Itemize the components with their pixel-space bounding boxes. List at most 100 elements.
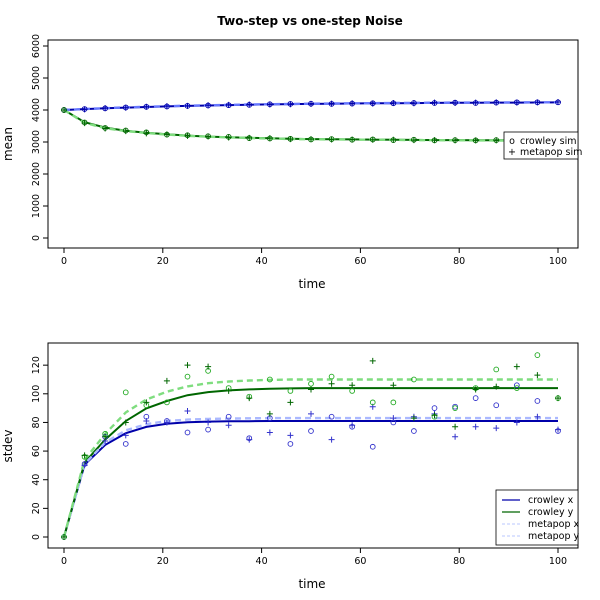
data-point-plus (246, 436, 253, 443)
data-point-plus (225, 422, 232, 429)
y-tick-label: 2000 (31, 162, 42, 186)
x-tick-label: 20 (157, 256, 169, 267)
data-point-circle (431, 405, 438, 411)
data-point-plus (143, 130, 150, 137)
stdev-y-axis-label: stdev (1, 429, 15, 462)
data-point-plus (431, 137, 438, 144)
data-point-plus (287, 136, 294, 143)
data-point-circle (184, 373, 191, 380)
data-point-circle (493, 402, 500, 409)
data-point-circle (513, 385, 520, 391)
y-tick-label: 60 (31, 445, 42, 457)
data-point-plus (205, 102, 212, 109)
x-tick-label: 100 (549, 556, 567, 567)
data-point-circle (411, 428, 417, 434)
data-point-plus (308, 410, 314, 417)
data-point-circle (513, 382, 520, 389)
data-point-plus (410, 100, 417, 107)
data-point-plus (555, 426, 561, 433)
y-tick-label: 3000 (31, 130, 42, 154)
data-point-circle (122, 389, 129, 396)
data-point-plus (184, 407, 191, 414)
data-point-plus (81, 452, 88, 459)
data-point-plus (431, 412, 438, 419)
data-point-plus (452, 433, 459, 440)
data-point-plus (122, 104, 129, 111)
data-point-plus (184, 102, 191, 109)
data-point-circle (411, 376, 417, 383)
data-point-plus (205, 133, 212, 140)
stdev-sim-points (61, 352, 561, 540)
data-point-plus (328, 136, 335, 143)
data-point-plus (81, 106, 88, 113)
legend-label-crowley-x: crowley x (528, 495, 574, 506)
x-tick-label: 80 (453, 256, 465, 267)
data-point-plus (308, 100, 314, 107)
series-line-metapop-y (62, 378, 558, 538)
data-point-circle (369, 443, 376, 450)
data-point-plus (472, 137, 479, 144)
data-point-plus (555, 395, 561, 402)
data-point-plus (328, 380, 335, 387)
data-point-plus (452, 137, 459, 144)
y-tick-label: 0 (31, 534, 42, 540)
data-point-circle (122, 441, 129, 447)
data-point-plus (184, 132, 191, 139)
data-point-plus (472, 423, 479, 430)
y-tick-label: 6000 (31, 34, 42, 58)
data-point-plus (225, 101, 232, 108)
data-point-circle (287, 441, 294, 447)
data-point-plus (266, 135, 273, 142)
y-tick-label: 40 (31, 474, 42, 486)
data-point-circle (349, 388, 356, 394)
data-point-plus (287, 101, 294, 108)
data-point-plus (369, 357, 376, 364)
data-point-circle (266, 376, 273, 383)
data-point-plus (493, 99, 500, 106)
data-point-plus (308, 386, 314, 393)
data-point-circle (534, 398, 541, 404)
data-point-plus (493, 425, 500, 432)
series-line-lower-metapop (63, 108, 559, 142)
series-line-crowley-x (63, 420, 558, 538)
data-point-circle (287, 388, 294, 394)
legend-plus-icon: + (508, 147, 516, 158)
data-point-plus (122, 419, 129, 426)
data-point-plus (102, 105, 109, 112)
data-point-plus (81, 120, 88, 127)
data-point-plus (266, 410, 273, 417)
data-point-circle (184, 429, 191, 436)
data-point-plus (122, 432, 129, 439)
series-line-crowley-y (63, 387, 558, 538)
data-point-plus (472, 386, 479, 393)
series-line-lower-crowley (63, 109, 558, 142)
stdev-x-axis-label: time (298, 577, 325, 591)
legend-label-metapop-sim: metapop sim (520, 147, 582, 158)
y-tick-label: 5000 (31, 66, 42, 90)
data-point-plus (225, 134, 232, 141)
stdev-plot-box (47, 342, 579, 549)
data-point-plus (163, 377, 170, 384)
data-point-plus (493, 383, 500, 390)
stdev-axes: 0 20 40 60 80 100 0 20 40 60 80 100 120 (31, 356, 567, 567)
x-tick-label: 0 (61, 556, 67, 567)
data-point-plus (246, 395, 253, 402)
data-point-circle (390, 399, 397, 406)
data-point-circle (452, 405, 458, 411)
data-point-plus (205, 419, 212, 426)
y-tick-label: 120 (31, 356, 42, 374)
mean-plot-box (47, 39, 579, 249)
y-tick-label: 1000 (31, 194, 42, 218)
data-point-circle (369, 399, 376, 406)
legend-label-crowley-sim: crowley sim (520, 136, 576, 147)
data-point-plus (513, 363, 520, 370)
data-point-plus (102, 125, 109, 132)
legend-label-metapop-y: metapop y (528, 531, 580, 542)
data-point-plus (390, 99, 397, 106)
data-point-plus (246, 134, 253, 141)
y-tick-label: 20 (31, 502, 42, 514)
data-point-plus (287, 432, 294, 439)
data-point-plus (513, 419, 520, 426)
data-point-circle (493, 366, 500, 373)
